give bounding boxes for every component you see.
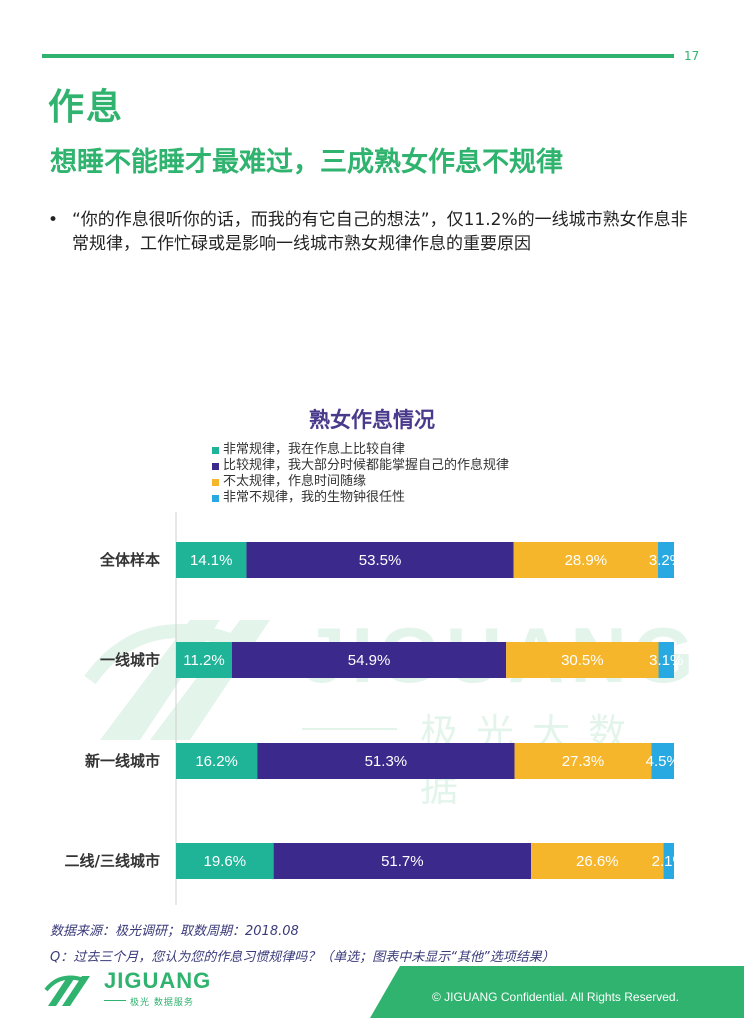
bullet-point: • “你的作息很听你的话，而我的有它自己的想法”，仅11.2%的一线城市熟女作息… bbox=[48, 208, 698, 256]
category-label: 二线/三线城市 bbox=[65, 852, 160, 870]
bullet-dot: • bbox=[48, 210, 59, 230]
legend-item: 比较规律，我大部分时候都能掌握自己的作息规律 bbox=[212, 458, 509, 474]
legend-label: 比较规律，我大部分时候都能掌握自己的作息规律 bbox=[223, 458, 510, 473]
bar-segment bbox=[257, 743, 515, 779]
data-label: 11.2% bbox=[183, 652, 224, 669]
bar-segment bbox=[663, 843, 674, 879]
data-label: 4.5% bbox=[646, 753, 680, 770]
data-label: 54.9% bbox=[348, 652, 391, 669]
legend-swatch bbox=[212, 446, 219, 454]
bar-segment bbox=[176, 542, 247, 578]
legend-label: 不太规律，作息时间随缘 bbox=[223, 474, 367, 489]
category-label: 全体样本 bbox=[99, 551, 160, 569]
data-label: 51.7% bbox=[381, 853, 424, 870]
legend-item: 非常规律，我在作息上比较自律 bbox=[212, 442, 509, 458]
category-label: 一线城市 bbox=[100, 651, 160, 669]
jiguang-logo-icon bbox=[44, 975, 90, 1006]
bar-segment bbox=[531, 843, 664, 879]
bar-segment bbox=[514, 743, 652, 779]
bar-segment bbox=[658, 542, 674, 578]
data-label: 16.2% bbox=[195, 753, 238, 770]
bar-segment bbox=[176, 642, 232, 678]
bar-segment bbox=[246, 542, 514, 578]
bar-segment bbox=[176, 843, 274, 879]
data-source-note: 数据来源：极光调研；取数周期：2018.08 bbox=[50, 924, 299, 939]
page-subtitle: 想睡不能睡才最难过，三成熟女作息不规律 bbox=[50, 147, 563, 178]
data-label: 3.2% bbox=[649, 552, 683, 569]
data-label: 3.1% bbox=[649, 652, 683, 669]
category-label: 新一线城市 bbox=[85, 752, 160, 770]
bar-segment bbox=[513, 542, 659, 578]
legend-swatch bbox=[212, 478, 219, 486]
copyright-text: © JIGUANG Confidential. All Rights Reser… bbox=[432, 990, 679, 1004]
footer-logo-subtext: 极光 数据服务 bbox=[130, 998, 194, 1008]
legend-swatch bbox=[212, 494, 219, 502]
legend-swatch bbox=[212, 462, 219, 470]
page-number: 17 bbox=[684, 49, 700, 63]
bar-segment bbox=[176, 743, 258, 779]
legend-label: 非常规律，我在作息上比较自律 bbox=[223, 442, 406, 457]
bar-segment bbox=[651, 743, 674, 779]
data-label: 28.9% bbox=[565, 552, 608, 569]
chart-title: 熟女作息情况 bbox=[309, 408, 435, 432]
bullet-text: “你的作息很听你的话，而我的有它自己的想法”，仅11.2%的一线城市熟女作息非常… bbox=[72, 210, 688, 254]
data-label: 51.3% bbox=[365, 753, 408, 770]
data-label: 19.6% bbox=[204, 853, 247, 870]
legend-item: 不太规律，作息时间随缘 bbox=[212, 474, 509, 490]
page-title: 作息 bbox=[48, 87, 125, 128]
data-label: 26.6% bbox=[576, 853, 619, 870]
legend-item: 非常不规律，我的生物钟很任性 bbox=[212, 490, 509, 506]
data-label: 30.5% bbox=[561, 652, 604, 669]
footer-band bbox=[0, 966, 744, 1018]
survey-question-note: Q：过去三个月，您认为您的作息习惯规律吗？（单选；图表中未显示“其他”选项结果） bbox=[50, 950, 555, 965]
legend-label: 非常不规律，我的生物钟很任性 bbox=[223, 490, 406, 505]
data-label: 2.1% bbox=[652, 853, 686, 870]
bar-segment bbox=[658, 642, 674, 678]
bar-segment bbox=[273, 843, 532, 879]
chart-legend: 非常规律，我在作息上比较自律 比较规律，我大部分时候都能掌握自己的作息规律 不太… bbox=[212, 442, 509, 506]
data-label: 53.5% bbox=[359, 552, 402, 569]
bar-segment bbox=[506, 642, 659, 678]
footer-logo-rule bbox=[104, 1000, 126, 1001]
data-label: 27.3% bbox=[562, 753, 605, 770]
bar-segment bbox=[231, 642, 507, 678]
data-label: 14.1% bbox=[190, 552, 233, 569]
header-rule bbox=[42, 54, 674, 58]
footer-logo-text: JIGUANG bbox=[104, 968, 212, 993]
